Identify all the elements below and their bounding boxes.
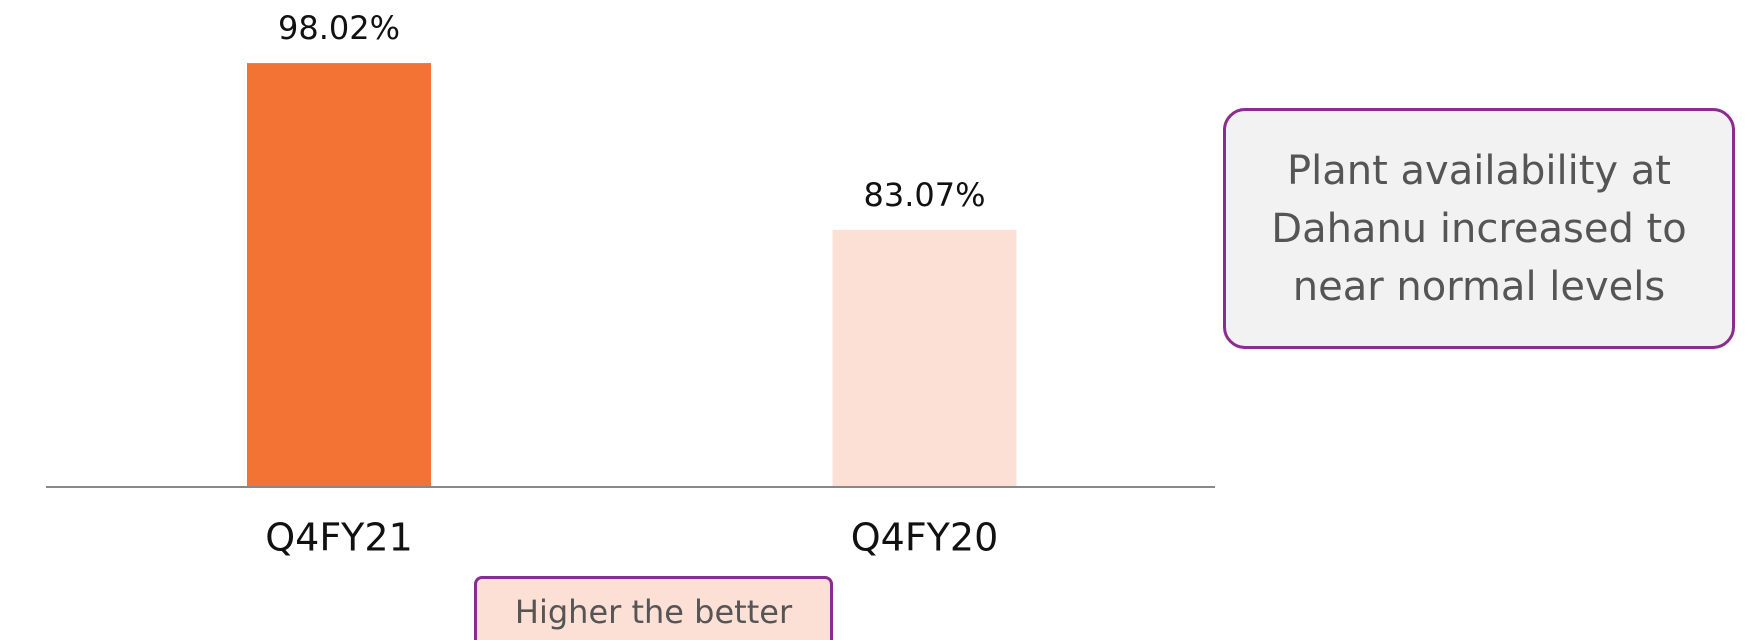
- bar: [247, 63, 431, 488]
- x-tick-label: Q4FY20: [851, 516, 999, 560]
- x-tick-label: Q4FY21: [265, 516, 413, 560]
- value-label: 83.07%: [863, 176, 985, 214]
- callout: Plant availability at Dahanu increased t…: [1223, 108, 1735, 349]
- note: Higher the better: [474, 576, 833, 640]
- bar: [832, 229, 1017, 487]
- value-label: 98.02%: [278, 9, 400, 47]
